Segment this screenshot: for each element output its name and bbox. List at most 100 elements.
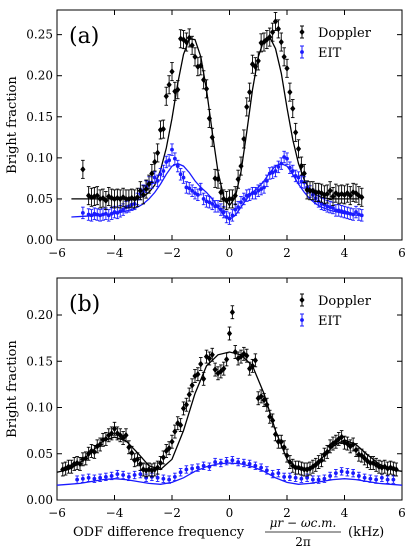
data-point-eit [181,175,186,180]
data-point-eit [210,201,215,206]
x-tick-label: −2 [163,506,181,520]
data-point-eit [218,207,223,212]
data-point-eit [345,210,350,215]
data-point-eit [348,211,353,216]
data-point-doppler [281,53,287,61]
x-tick-label: 2 [283,506,291,520]
data-point-doppler [347,192,353,199]
data-point-doppler [178,421,184,429]
y-tick-label: 0.20 [26,308,53,322]
data-point-doppler [295,145,302,153]
data-point-eit [287,474,292,479]
legend-symbol [300,50,304,54]
data-point-eit [170,147,174,152]
data-point-eit [296,175,301,180]
data-point-eit [106,213,111,218]
data-point-eit [368,476,373,481]
data-point-eit [287,165,292,170]
y-tick-label: 0.15 [26,354,53,368]
x-tick-label: −4 [106,246,124,260]
data-point-doppler [209,351,215,359]
data-point-doppler [120,193,126,201]
data-point-doppler [126,195,132,203]
data-point-eit [184,467,189,472]
data-point-eit [167,477,172,482]
x-tick-label: −2 [163,246,181,260]
data-point-doppler [71,460,77,468]
data-point-doppler [278,438,284,446]
data-point-doppler [109,430,115,437]
data-point-eit [101,212,105,217]
data-point-eit [379,475,384,480]
data-point-eit [121,207,126,212]
data-point-doppler [169,68,175,75]
y-tick-label: 0.15 [26,110,53,124]
data-point-eit [207,200,212,205]
data-point-eit [273,169,278,173]
x-axis-label-numerator: μr − ωc.m. [270,516,337,530]
data-point-doppler [137,460,143,468]
y-tick-label: 0.05 [26,447,53,461]
data-point-eit [218,461,223,465]
data-point-eit [213,460,218,464]
data-point-doppler [180,405,187,412]
data-point-eit [293,475,298,480]
data-point-eit [299,179,304,184]
data-point-doppler [264,401,270,409]
data-point-eit [236,205,241,210]
x-tick-label: −4 [106,506,124,520]
data-point-eit [282,155,287,159]
data-point-doppler [149,170,155,177]
data-point-eit [86,212,91,217]
legend-a: Doppler EIT [299,25,372,61]
panel-label-a: (a) [69,24,99,49]
data-point-doppler [137,187,143,195]
data-point-eit [109,474,114,478]
data-point-eit [92,476,97,481]
data-point-eit [241,461,246,465]
data-point-eit [86,475,91,480]
x-tick-label: 0 [226,246,234,260]
data-point-eit [259,465,264,470]
data-point-doppler [241,135,247,143]
data-point-eit [190,466,195,471]
legend-symbol [300,318,304,322]
data-point-eit [385,477,390,482]
data-point-doppler [249,362,256,370]
data-point-eit [359,213,364,218]
legend-b: Doppler EIT [299,293,372,329]
data-point-eit [345,470,350,475]
data-point-doppler [226,195,233,203]
y-tick-label: 0.00 [26,233,53,247]
x-axis-label-denominator: 2π [295,535,311,549]
data-point-doppler [166,81,172,89]
data-point-eit [270,170,275,175]
panel-label-b: (b) [69,292,100,317]
data-point-doppler [330,193,336,200]
x-tick-label: 4 [341,246,349,260]
data-point-doppler [270,28,276,36]
data-point-doppler [252,357,258,364]
data-point-doppler [278,38,284,46]
data-point-doppler [318,456,325,464]
data-point-doppler [88,447,95,455]
data-point-eit [115,210,120,215]
data-point-doppler [393,466,399,473]
data-point-eit [98,475,103,480]
data-point-eit [216,204,220,209]
data-point-eit [195,192,200,197]
data-point-eit [279,161,284,166]
data-point-eit [270,472,275,476]
data-point-eit [276,164,281,169]
data-point-doppler [186,391,192,398]
x-tick-label: 6 [398,246,406,260]
data-point-doppler [275,25,281,33]
data-point-doppler [103,435,109,443]
data-point-eit [187,186,192,191]
data-point-doppler [152,466,158,473]
data-point-eit [247,462,252,466]
data-point-eit [264,178,269,183]
data-point-eit [193,191,197,196]
data-point-doppler [290,105,296,112]
data-point-eit [290,169,295,173]
